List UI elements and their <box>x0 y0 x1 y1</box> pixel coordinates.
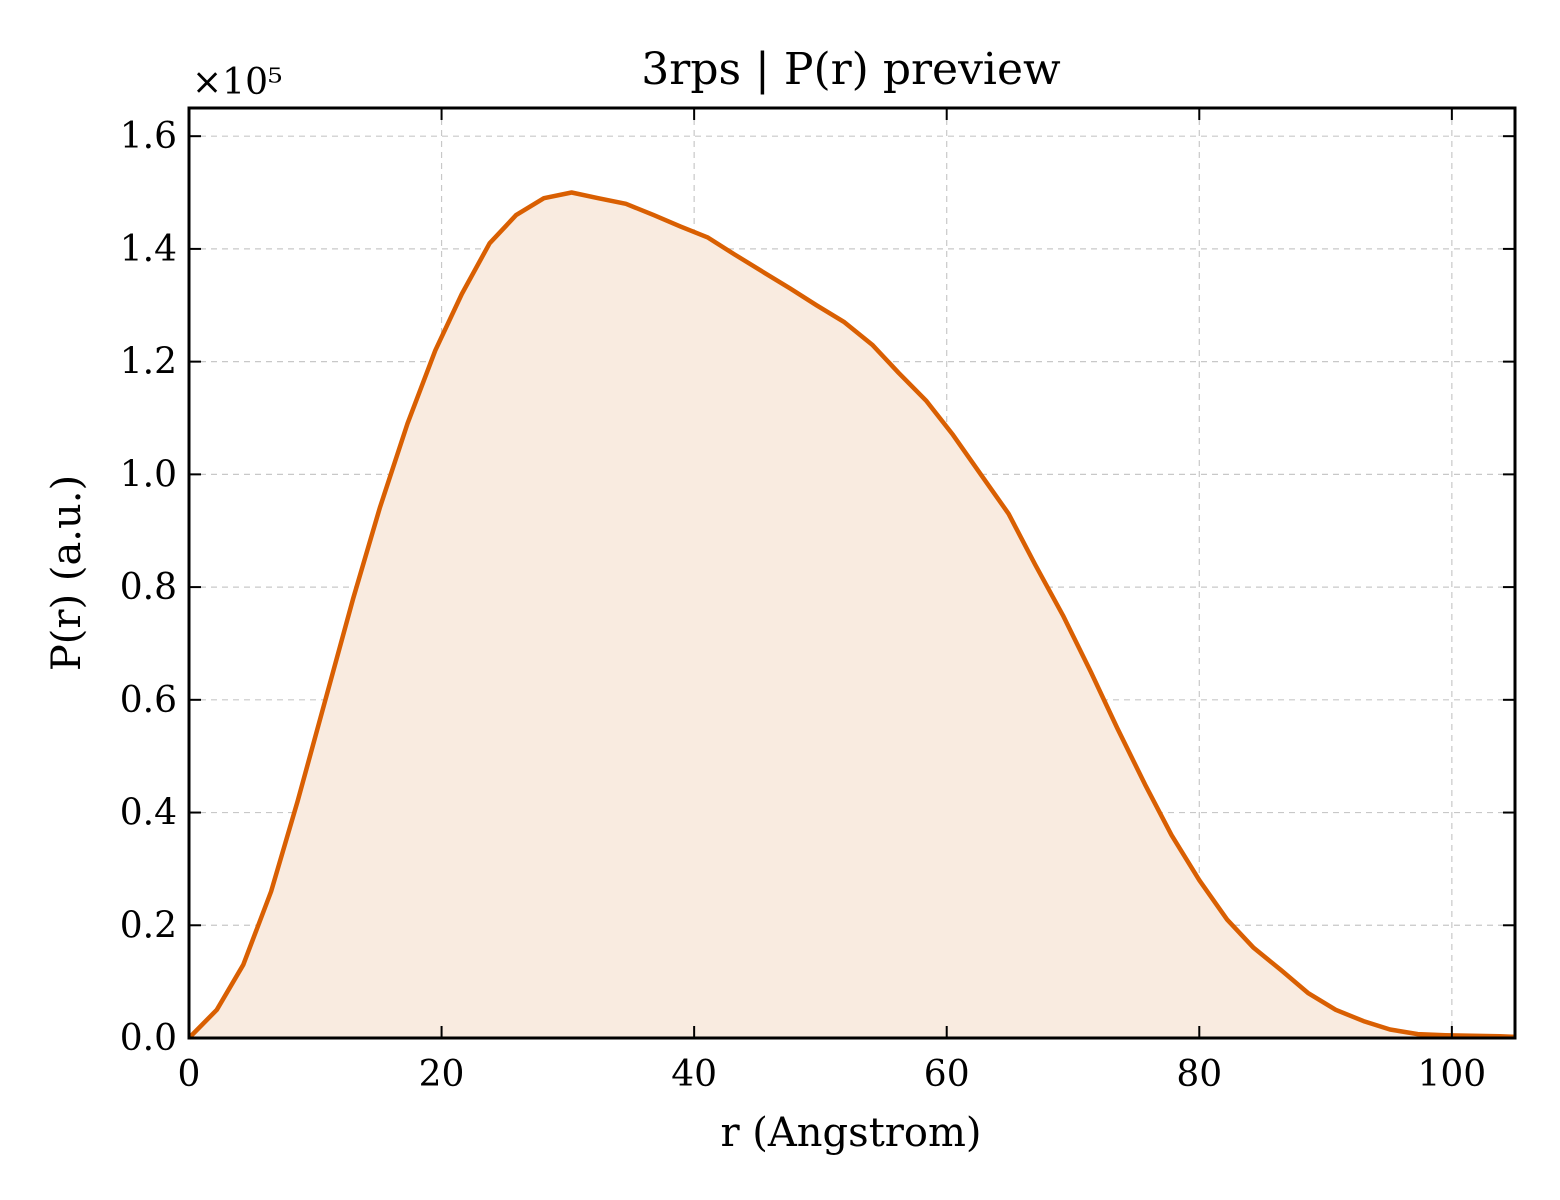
y-tick-label: 1.0 <box>120 454 177 495</box>
chart-title: 3rps | P(r) preview <box>641 44 1061 95</box>
y-tick-label: 1.2 <box>120 342 177 383</box>
y-tick-label: 1.4 <box>120 229 177 270</box>
area-fill <box>189 192 1515 1038</box>
y-tick-label: 0.8 <box>120 567 177 608</box>
plot-frame <box>187 106 1517 1040</box>
y-tick-label: 0.6 <box>120 680 177 721</box>
x-tick-label: 60 <box>924 1054 970 1095</box>
x-tick-label: 80 <box>1176 1054 1222 1095</box>
x-axis-label: r (Angstrom) <box>720 1110 981 1156</box>
y-axis-multiplier: ×10⁵ <box>192 62 282 103</box>
series-line <box>187 190 1516 1040</box>
x-tick-label: 0 <box>178 1054 201 1095</box>
y-tick-label: 0.0 <box>120 1018 177 1059</box>
y-tick-label: 1.6 <box>120 116 177 157</box>
y-axis-label: P(r) (a.u.) <box>44 475 90 671</box>
y-axis: 0.0 0.2 0.4 0.6 0.8 1.0 1.2 1.4 1.6 <box>120 116 1515 1059</box>
y-tick-label: 0.2 <box>120 905 177 946</box>
x-tick-label: 20 <box>419 1054 465 1095</box>
x-tick-label: 100 <box>1417 1054 1486 1095</box>
x-tick-label: 40 <box>671 1054 717 1095</box>
y-tick-label: 0.4 <box>120 793 177 834</box>
x-axis: 0 20 40 60 80 100 <box>178 108 1486 1095</box>
